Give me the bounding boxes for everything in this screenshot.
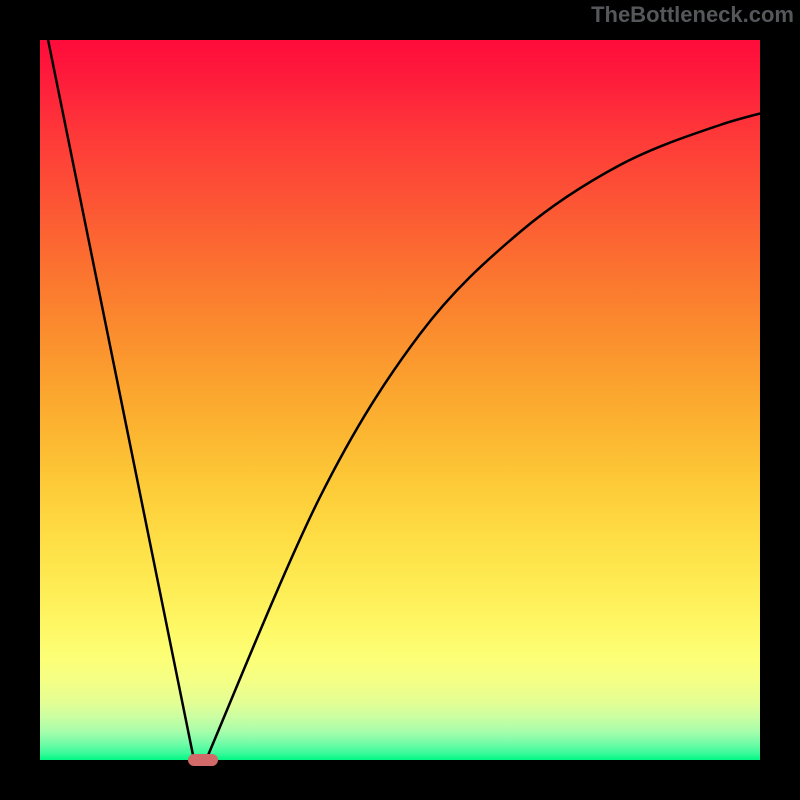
- chart-container: TheBottleneck.com: [0, 0, 800, 800]
- watermark-text: TheBottleneck.com: [591, 2, 794, 28]
- plot-background: [40, 40, 760, 760]
- minimum-marker: [188, 754, 218, 766]
- chart-svg: [0, 0, 800, 800]
